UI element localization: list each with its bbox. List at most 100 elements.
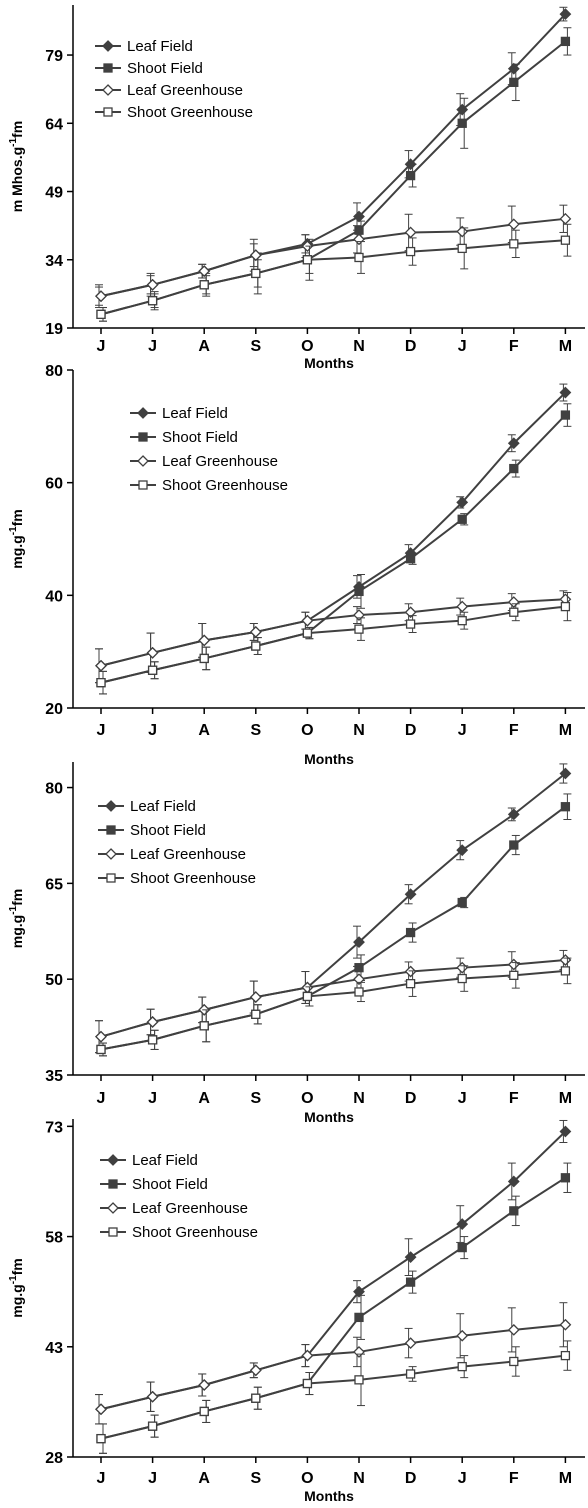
legend-item: Shoot Greenhouse (100, 1224, 258, 1241)
chart-panel-1: 19 34 49 64 79 J J A S O N D J F M Months m Mhos.g-1fm Le… (8, 5, 585, 371)
data-point-square (251, 1393, 261, 1403)
legend: Leaf Field Shoot Field Leaf Greenhouse Shoo… (130, 405, 288, 494)
series-shoot-greenhouse (96, 592, 572, 695)
legend-label: Shoot Field (162, 429, 238, 446)
y-axis-label-part: mg.g (9, 915, 25, 948)
data-point-diamond (559, 212, 572, 225)
legend-item: Leaf Greenhouse (98, 846, 246, 863)
data-point-square (354, 225, 364, 235)
x-tick-label: A (198, 722, 210, 739)
data-point-square (106, 873, 116, 883)
y-tick-label: 80 (45, 781, 63, 798)
data-point-diamond (559, 386, 572, 399)
data-point-square (302, 255, 313, 265)
data-point-diamond (107, 1202, 119, 1214)
series-shoot-greenhouse (96, 1340, 572, 1454)
data-point-square (147, 1421, 158, 1431)
series-line (100, 969, 566, 1051)
x-tick-label: D (405, 338, 417, 355)
data-point-square (405, 246, 416, 257)
legend-item: Leaf Field (100, 1152, 198, 1169)
legend-label: Leaf Field (130, 798, 196, 815)
legend-label: Shoot Greenhouse (127, 104, 253, 121)
data-point-diamond (102, 84, 114, 96)
legend: Leaf Field Shoot Field Leaf Greenhouse Shoo… (98, 798, 256, 887)
data-point-square (251, 641, 261, 651)
legend-label: Shoot Field (127, 60, 203, 77)
data-point-diamond (353, 936, 365, 949)
data-point-diamond (353, 1346, 365, 1358)
x-tick-label: A (198, 1470, 210, 1487)
data-point-square (199, 1021, 209, 1031)
y-axis-label-part: m Mhos.g (9, 147, 25, 212)
data-point-diamond (404, 1251, 417, 1264)
data-point-diamond (559, 8, 572, 21)
x-tick-label: J (148, 338, 157, 355)
data-point-square (509, 1356, 519, 1367)
data-point-square (354, 1375, 364, 1385)
data-point-square (354, 987, 364, 997)
y-axis-label-superscript: -1 (8, 1275, 19, 1284)
data-point-square (96, 678, 106, 688)
x-axis-label: Months (304, 355, 354, 371)
data-point-square (108, 1227, 118, 1237)
y-tick-label: 73 (45, 1119, 63, 1136)
data-point-diamond (105, 800, 117, 812)
series-line (100, 805, 566, 1051)
data-point-diamond (95, 290, 107, 303)
data-point-square (302, 1378, 313, 1389)
data-point-square (108, 1179, 118, 1189)
x-tick-label: M (559, 1470, 572, 1487)
data-point-square (509, 970, 519, 981)
legend-item: Leaf Greenhouse (95, 82, 243, 99)
x-tick-label: F (509, 1090, 519, 1107)
data-point-diamond (456, 496, 469, 509)
legend-label: Leaf Greenhouse (127, 82, 243, 99)
legend-item: Leaf Greenhouse (130, 453, 278, 470)
x-tick-label: D (405, 1470, 417, 1487)
y-axis-label: mg.g-1fm (8, 509, 25, 568)
data-point-square (96, 309, 106, 320)
series-line (100, 1130, 567, 1411)
legend-item: Shoot Field (95, 60, 203, 77)
y-tick-label: 50 (45, 972, 63, 989)
x-tick-label: O (301, 1470, 313, 1487)
y-tick-label: 80 (45, 363, 63, 380)
legend-item: Leaf Greenhouse (100, 1200, 248, 1217)
data-point-square (457, 1242, 467, 1253)
y-axis-label: m Mhos.g-1fm (8, 121, 25, 212)
data-point-square (457, 897, 467, 908)
y-axis-label-superscript: -1 (8, 526, 19, 535)
series-line (100, 13, 567, 298)
data-point-square (509, 840, 519, 850)
data-point-diamond (353, 609, 365, 621)
x-tick-label: S (250, 338, 261, 355)
y-axis-label-part: fm (9, 509, 25, 526)
data-point-square (509, 77, 519, 87)
x-tick-label: A (198, 1090, 210, 1107)
data-point-square (138, 432, 148, 442)
data-point-diamond (559, 954, 572, 966)
data-point-square (405, 1277, 416, 1287)
data-point-square (457, 243, 467, 254)
data-point-diamond (353, 973, 365, 986)
x-tick-label: J (97, 338, 106, 355)
legend-item: Shoot Greenhouse (95, 104, 253, 121)
data-point-square (199, 1406, 209, 1417)
series-leaf-greenhouse (95, 1302, 572, 1425)
y-tick-label: 60 (45, 476, 63, 493)
legend-label: Leaf Greenhouse (162, 453, 278, 470)
y-tick-label: 34 (45, 253, 63, 270)
data-point-square (560, 410, 571, 420)
series-line (100, 605, 566, 684)
chart-panel-2: 20 40 60 80 J J A S O N D J F M Months mg.g-1fm Leaf Fie… (8, 363, 585, 767)
y-tick-label: 35 (45, 1068, 63, 1085)
x-tick-label: S (250, 722, 261, 739)
data-point-diamond (507, 1175, 520, 1188)
data-point-diamond (198, 634, 211, 647)
y-axis-label-part: mg.g (9, 1284, 25, 1317)
data-point-square (457, 616, 467, 626)
data-point-diamond (507, 958, 520, 971)
y-tick-label: 64 (45, 116, 63, 133)
data-point-square (457, 1361, 467, 1372)
